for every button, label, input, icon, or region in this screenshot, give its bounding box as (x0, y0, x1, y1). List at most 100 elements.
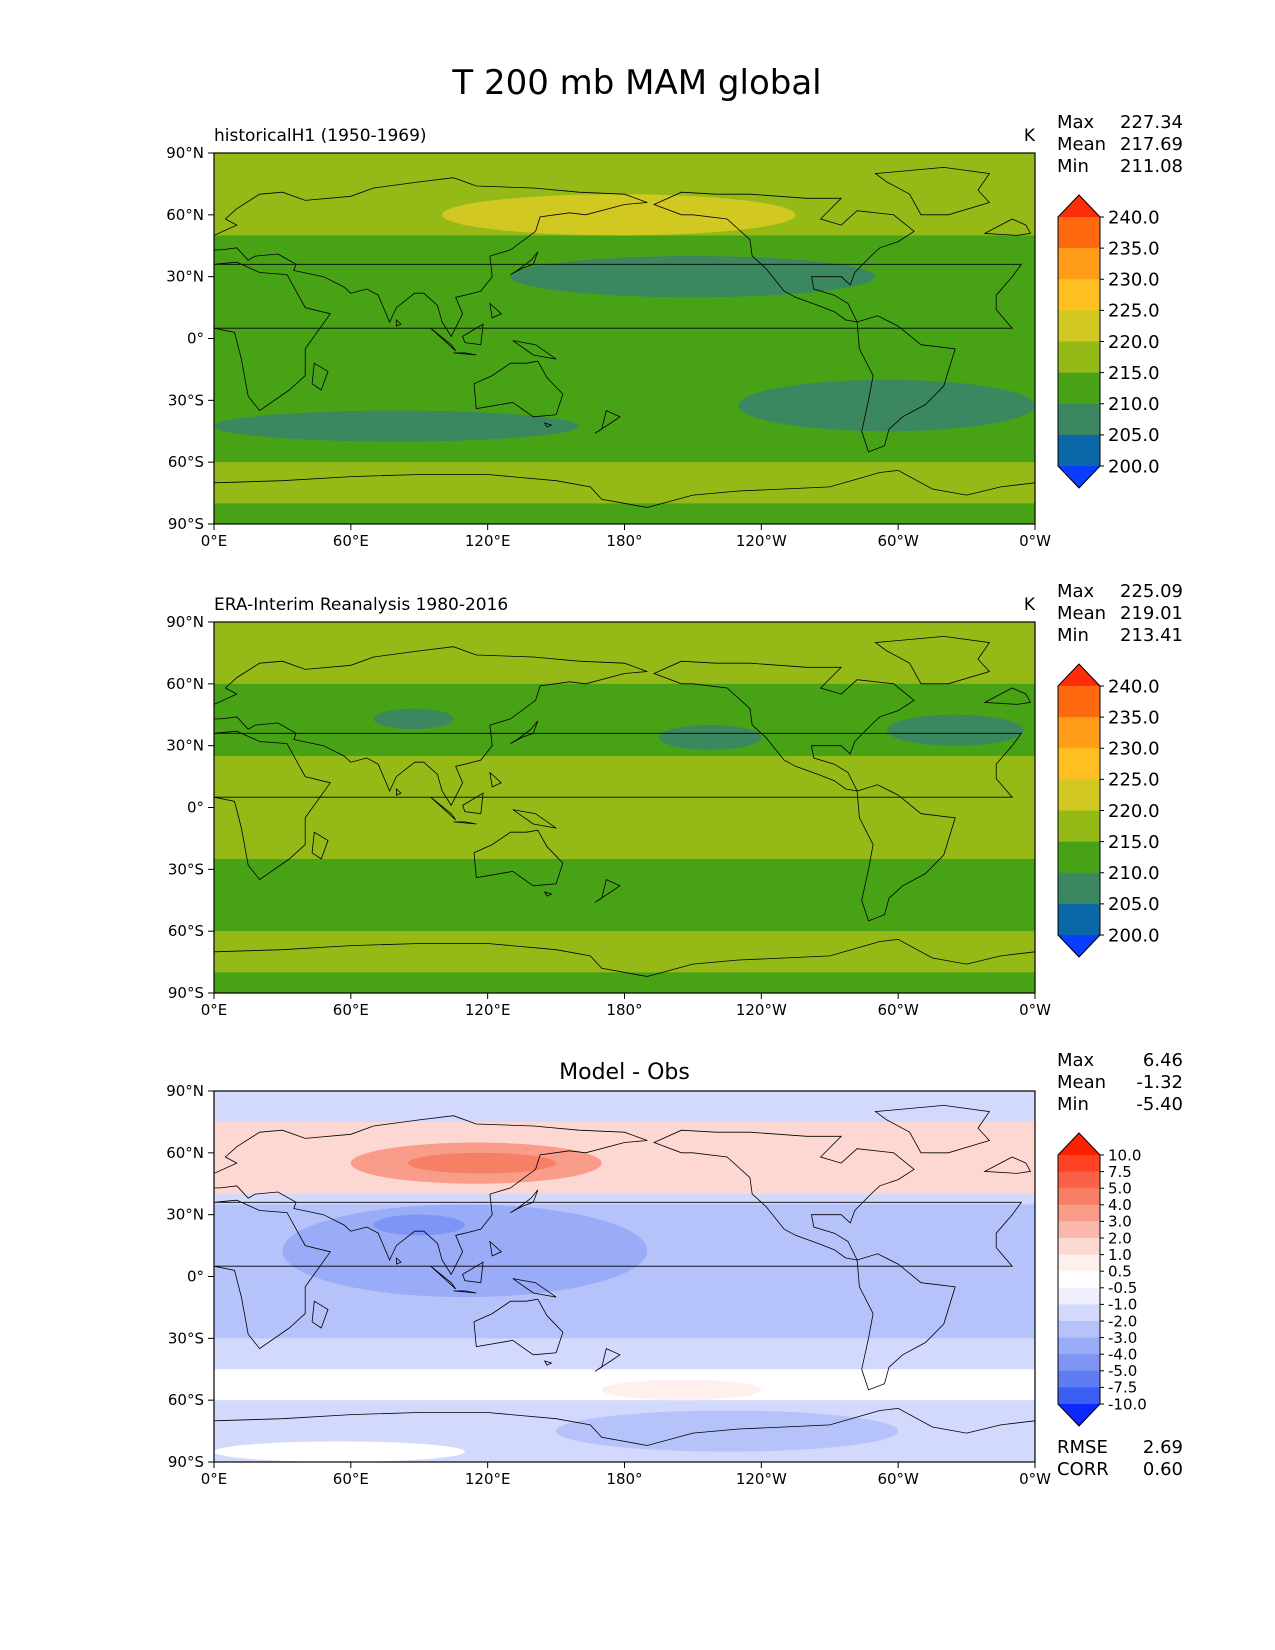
colorbar-band (1058, 686, 1100, 718)
colorbar-tip-bottom (1058, 1404, 1100, 1426)
coastline-14 (594, 879, 621, 903)
panel-title: Model - Obs (559, 1060, 690, 1085)
corr-value: 0.60 (1143, 1459, 1183, 1480)
x-tick-label: 0°E (201, 532, 228, 550)
colorbar-band (1058, 717, 1100, 749)
colorbar-tick-label: -10.0 (1108, 1395, 1147, 1413)
contour-region-5 (738, 379, 1035, 432)
colorbar-band (1058, 1387, 1100, 1405)
y-tick-label: 30°N (166, 1206, 204, 1224)
coastline-1 (214, 646, 648, 807)
colorbar: 240.0 235.0 230.0 225.0 220.0 215.0 210.0 205.0… (1057, 194, 1160, 489)
coastline-9 (430, 327, 457, 352)
colorbar-band (1058, 248, 1100, 280)
stat-value: 227.34 (1120, 112, 1183, 133)
x-tick-label: 0°E (201, 1001, 228, 1019)
colorbar-band (1058, 1221, 1100, 1239)
colorbar-tick-label: 230.0 (1108, 270, 1160, 291)
contour-region-3 (373, 708, 454, 730)
y-tick-label: 30°S (168, 1329, 204, 1347)
contour-region-5 (886, 714, 1024, 746)
coastline-15 (311, 362, 329, 391)
colorbar-band (1058, 1287, 1100, 1305)
colorbar-tick-label: 230.0 (1108, 739, 1160, 760)
y-tick-label: 60°N (166, 1144, 204, 1162)
colorbar-band (1058, 903, 1100, 936)
coastline-4 (653, 1129, 915, 1261)
coastline-2 (983, 1156, 1032, 1174)
coastline-5 (856, 315, 956, 453)
units-label: K (1024, 595, 1036, 615)
x-tick-label: 0°W (1019, 1470, 1051, 1488)
rmse-value: 2.69 (1143, 1437, 1183, 1458)
contour-field (214, 153, 1035, 524)
colorbar-tip-top (1058, 664, 1100, 686)
x-tick-label: 60°E (333, 1001, 369, 1019)
stat-label: Max (1057, 1050, 1095, 1071)
contour-region-1 (214, 622, 1035, 684)
colorbar-tick-label: -4.0 (1108, 1345, 1137, 1363)
colorbar-tick-label: -3.0 (1108, 1329, 1137, 1347)
colorbar-tick-label: 215.0 (1108, 832, 1160, 853)
colorbar-tick-label: -2.0 (1108, 1312, 1137, 1330)
stat-value: 225.09 (1120, 581, 1183, 602)
coastline-14 (594, 1348, 621, 1372)
colorbar-band (1058, 434, 1100, 467)
colorbar-band (1058, 1188, 1100, 1206)
x-tick-label: 60°W (877, 532, 919, 550)
coastline-7 (214, 469, 1035, 524)
stat-value: -5.40 (1136, 1094, 1183, 1115)
y-tick-label: 0° (187, 799, 204, 817)
contour-region-10 (214, 1441, 465, 1462)
y-tick-label: 90°S (168, 515, 204, 533)
coastline-2 (983, 218, 1032, 236)
colorbar-band (1058, 1155, 1100, 1173)
colorbar-band (1058, 748, 1100, 780)
x-tick-label: 120°W (736, 532, 787, 550)
map-panel-test: 0°E 60°E 120°E 180° 120°W 60°W 0°W 90°N 60°N 30°N… (166, 112, 1183, 550)
coastline-1 (214, 1115, 648, 1276)
coastline-5 (856, 784, 956, 922)
stat-label: Min (1057, 1094, 1089, 1115)
coastline-14 (594, 410, 621, 434)
coastline-13 (512, 340, 557, 360)
coastline-6 (874, 166, 991, 216)
x-tick-label: 120°E (465, 532, 511, 550)
contour-region-8 (601, 1379, 762, 1401)
stat-value: 217.69 (1120, 134, 1183, 155)
x-tick-label: 0°W (1019, 1001, 1051, 1019)
x-tick-label: 60°W (877, 1470, 919, 1488)
x-tick-label: 60°E (333, 532, 369, 550)
coastline-2 (983, 687, 1032, 705)
colorbar-tick-label: 235.0 (1108, 238, 1160, 259)
contour-field (214, 1091, 1035, 1462)
coastline-6 (874, 635, 991, 685)
stat-label: Mean (1057, 134, 1106, 155)
colorbar-band (1058, 1370, 1100, 1388)
colorbar-tip-top (1058, 195, 1100, 217)
stat-value: 6.46 (1143, 1050, 1183, 1071)
colorbar-band (1058, 779, 1100, 811)
contour-region-6 (214, 462, 1035, 504)
colorbar: 10.07.55.04.03.02.01.00.5-0.5-1.0-2.0-3.… (1057, 1132, 1147, 1427)
coastline-5 (856, 1253, 956, 1391)
units-label: K (1024, 126, 1036, 146)
colorbar-band (1058, 1337, 1100, 1355)
colorbar-tick-label: 0.5 (1108, 1262, 1132, 1280)
colorbar-tick-label: 5.0 (1108, 1179, 1132, 1197)
coastline-0 (214, 730, 1023, 881)
x-tick-label: 120°E (465, 1470, 511, 1488)
colorbar-band (1058, 1254, 1100, 1272)
corr-label: CORR (1057, 1459, 1109, 1480)
stat-label: Max (1057, 112, 1095, 133)
colorbar-tick-label: 210.0 (1108, 394, 1160, 415)
coastline-17 (543, 1360, 553, 1366)
x-tick-label: 60°W (877, 1001, 919, 1019)
contour-region-6 (373, 1214, 465, 1236)
coastline-10 (453, 1290, 477, 1294)
colorbar-band (1058, 341, 1100, 374)
map-panel-difference: 0°E 60°E 120°E 180° 120°W 60°W 0°W 90°N 60°N 30°N… (166, 1050, 1183, 1488)
stat-label: Mean (1057, 603, 1106, 624)
coastline-17 (543, 422, 553, 428)
colorbar-band (1058, 1354, 1100, 1372)
